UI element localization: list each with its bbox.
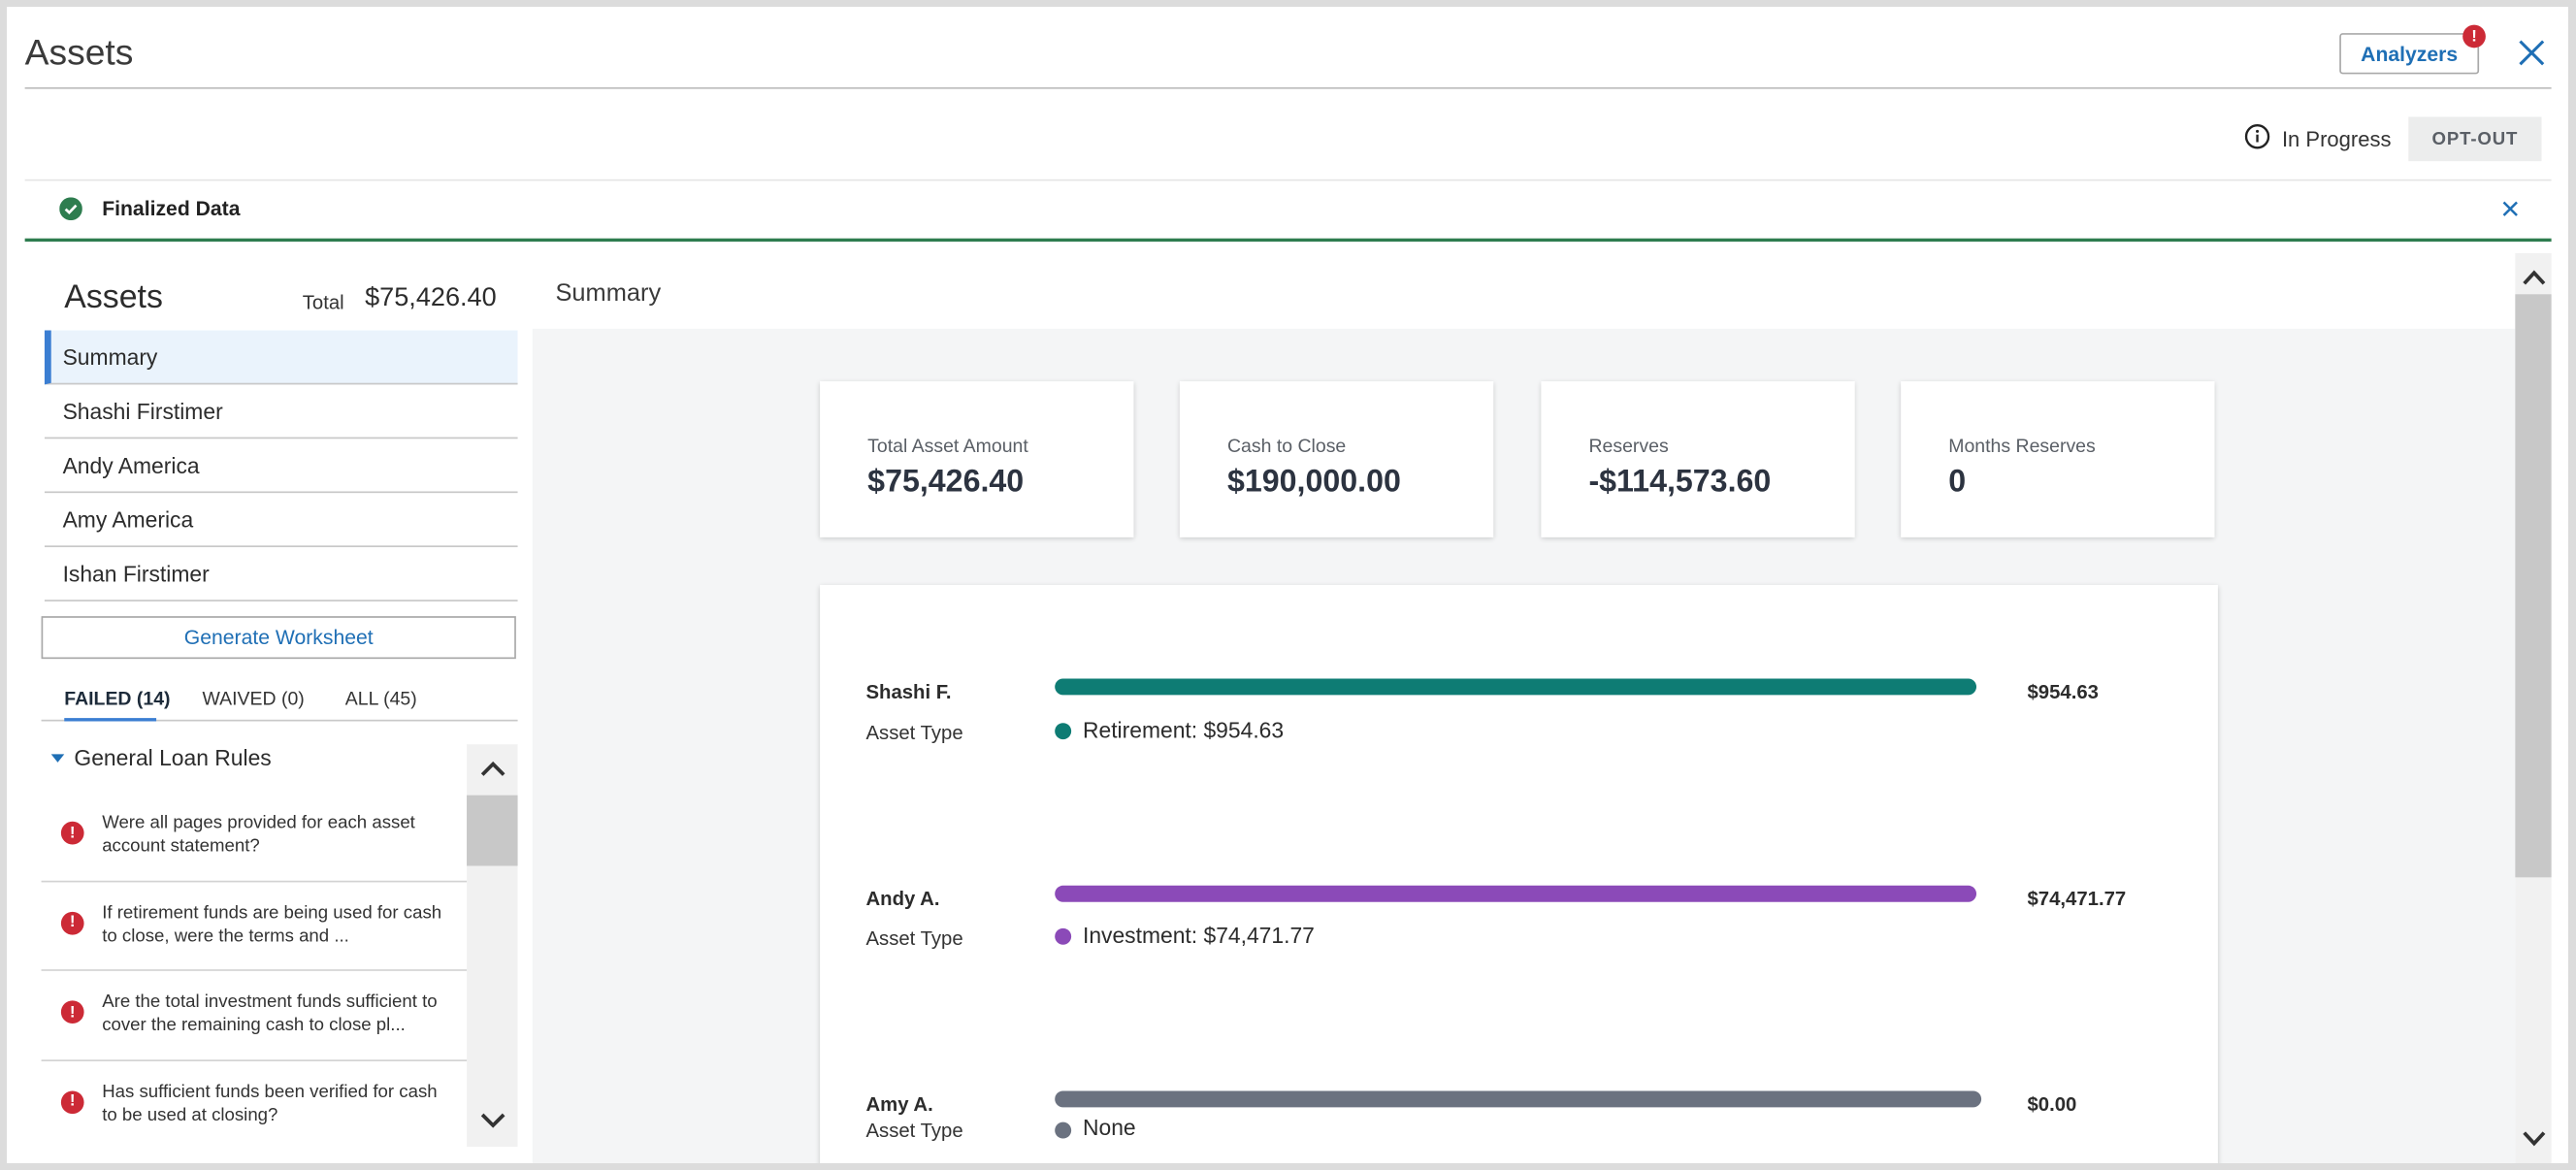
caret-down-icon <box>50 754 65 763</box>
status-text: In Progress <box>2281 126 2392 151</box>
reserves-card: Reserves -$114,573.60 <box>1541 381 1855 537</box>
error-icon: ! <box>60 821 84 845</box>
sidebar-item-ishan-firstimer[interactable]: Ishan Firstimer <box>44 547 518 601</box>
borrower-amount: $0.00 <box>2027 1092 2077 1116</box>
finalized-banner-bar <box>24 238 2552 243</box>
asset-type-detail: Investment: $74,471.77 <box>1082 923 1315 949</box>
asset-type-label: Asset Type <box>865 721 963 745</box>
card-value: $190,000.00 <box>1226 465 1401 500</box>
main-scrollbar-thumb[interactable] <box>2515 294 2552 878</box>
sidebar-item-shashi-firstimer[interactable]: Shashi Firstimer <box>44 384 518 439</box>
months-reserves-card: Months Reserves 0 <box>1901 381 2215 537</box>
asset-type-detail: None <box>1082 1115 1136 1141</box>
chevron-down-icon[interactable] <box>2522 1130 2546 1147</box>
summary-title: Summary <box>555 279 662 308</box>
asset-bar <box>1055 885 1977 902</box>
tab-all[interactable]: ALL (45) <box>344 690 417 710</box>
card-value: 0 <box>1948 465 1967 500</box>
total-label: Total <box>302 290 344 314</box>
rule-item[interactable]: ! Were all pages provided for each asset… <box>41 792 468 882</box>
borrower-name: Shashi F. <box>865 680 952 703</box>
generate-worksheet-button[interactable]: Generate Worksheet <box>41 616 516 660</box>
card-value: $75,426.40 <box>867 465 1025 500</box>
check-circle-icon <box>59 197 82 221</box>
card-label: Reserves <box>1588 437 1669 457</box>
rule-item[interactable]: ! Are the total investment funds suffici… <box>41 971 468 1061</box>
chevron-up-icon[interactable] <box>2522 270 2546 286</box>
asset-type-label: Asset Type <box>865 1119 963 1142</box>
analyzers-alert-badge: ! <box>2462 24 2486 49</box>
card-value: -$114,573.60 <box>1588 465 1772 500</box>
rules-scrollbar[interactable] <box>467 744 518 1148</box>
dismiss-banner-icon[interactable] <box>2500 199 2520 218</box>
asset-type-detail: Retirement: $954.63 <box>1082 718 1285 743</box>
finalized-banner-text: Finalized Data <box>102 197 241 221</box>
error-icon: ! <box>60 1000 84 1024</box>
asset-type-dot <box>1055 723 1072 740</box>
tab-waived[interactable]: WAIVED (0) <box>202 690 305 710</box>
rule-text: Were all pages provided for each asset a… <box>102 813 415 857</box>
asset-type-label: Asset Type <box>865 926 963 950</box>
card-label: Total Asset Amount <box>867 437 1028 457</box>
card-label: Cash to Close <box>1226 437 1347 457</box>
rules-group-header[interactable]: General Loan Rules <box>48 745 272 771</box>
borrower-breakdown-card: Shashi F. $954.63 Asset Type Retirement:… <box>820 584 2218 1163</box>
info-icon <box>2244 124 2270 149</box>
header-divider <box>24 86 2552 89</box>
rule-text: Has sufficient funds been verified for c… <box>102 1082 438 1125</box>
rule-item[interactable]: ! Has sufficient funds been verified for… <box>42 1060 468 1150</box>
chevron-down-icon[interactable] <box>480 1112 506 1128</box>
tab-failed[interactable]: FAILED (14) <box>64 690 171 710</box>
rule-text: Are the total investment funds sufficien… <box>102 991 438 1035</box>
borrower-name: Andy A. <box>865 887 940 911</box>
asset-type-dot <box>1055 1121 1072 1139</box>
analyzers-button[interactable]: Analyzers <box>2339 33 2480 75</box>
assets-dialog: Assets Analyzers ! In Progress OPT-OUT F… <box>7 7 2568 1163</box>
page-title: Assets <box>24 31 134 73</box>
sidebar-item-amy-america[interactable]: Amy America <box>44 493 518 548</box>
borrower-nav: Summary Shashi Firstimer Andy America Am… <box>44 330 518 601</box>
sidebar-item-andy-america[interactable]: Andy America <box>44 439 518 494</box>
asset-bar <box>1055 678 1977 696</box>
rule-item[interactable]: ! If retirement funds are being used for… <box>41 882 468 971</box>
status-divider <box>24 179 2552 181</box>
cash-to-close-card: Cash to Close $190,000.00 <box>1179 381 1494 537</box>
sidebar-item-summary[interactable]: Summary <box>44 330 518 385</box>
borrower-amount: $74,471.77 <box>2027 887 2127 911</box>
card-label: Months Reserves <box>1948 437 2096 457</box>
rules-group-label: General Loan Rules <box>74 745 272 771</box>
asset-type-dot <box>1055 927 1072 945</box>
rule-tabs: FAILED (14) WAIVED (0) ALL (45) <box>41 687 518 722</box>
rule-text: If retirement funds are being used for c… <box>102 902 442 946</box>
chevron-up-icon[interactable] <box>480 761 506 777</box>
asset-bar <box>1055 1090 1982 1108</box>
total-asset-card: Total Asset Amount $75,426.40 <box>820 381 1134 537</box>
close-icon[interactable] <box>2515 36 2548 69</box>
borrower-name: Amy A. <box>865 1092 933 1116</box>
rules-list: ! Were all pages provided for each asset… <box>41 792 468 1150</box>
main-scrollbar[interactable] <box>2515 252 2552 1163</box>
opt-out-button[interactable]: OPT-OUT <box>2408 116 2542 162</box>
rules-scrollbar-thumb[interactable] <box>467 795 518 866</box>
active-tab-underline <box>64 718 157 722</box>
sidebar-heading: Assets <box>64 279 163 316</box>
error-icon: ! <box>60 1089 84 1114</box>
total-value: $75,426.40 <box>365 284 497 312</box>
error-icon: ! <box>60 911 84 934</box>
borrower-amount: $954.63 <box>2027 680 2099 703</box>
